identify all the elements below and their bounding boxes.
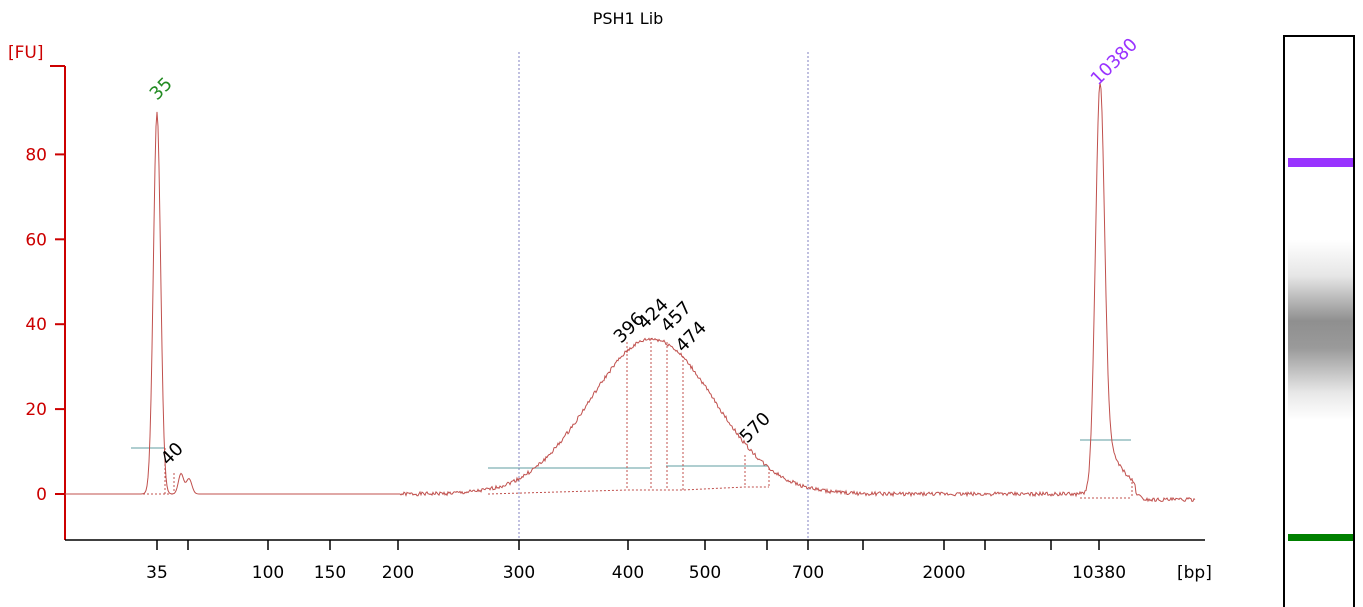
y-tick-label: 80 [25, 145, 47, 165]
y-axis-label: [FU] [8, 43, 44, 63]
peak-label-lower-marker: 35 [146, 73, 177, 104]
peak-labels: 35 40 396 424 457 474 570 10380 [146, 34, 1142, 469]
gel-band-lower-marker [1288, 534, 1353, 541]
peak-label-upper-marker: 10380 [1087, 34, 1142, 89]
x-ticks: 35 100 150 200 300 400 500 700 2000 10380 [146, 540, 1126, 583]
delim-floor [487, 486, 769, 495]
y-tick-label: 60 [25, 230, 47, 250]
y-ticks: 0 20 40 60 80 [25, 145, 65, 505]
y-tick-label: 0 [36, 485, 47, 505]
trace-line [65, 82, 1196, 503]
x-tick-label: 100 [252, 563, 284, 583]
gel-lane [1283, 35, 1355, 607]
x-tick-label: 10380 [1072, 563, 1126, 583]
x-tick-label: 200 [382, 563, 414, 583]
baselines [131, 439, 1131, 469]
x-tick-label: 2000 [922, 563, 965, 583]
chart-title: PSH1 Lib [593, 9, 664, 28]
x-tick-label: 300 [503, 563, 535, 583]
x-tick-label: 150 [314, 563, 346, 583]
x-tick-label: 400 [612, 563, 644, 583]
y-tick-label: 40 [25, 315, 47, 335]
x-axis-label: [bp] [1177, 563, 1212, 583]
gel-band-sample-smear [1288, 240, 1353, 420]
x-tick-label: 700 [792, 563, 824, 583]
y-tick-label: 20 [25, 400, 47, 420]
x-tick-label: 500 [689, 563, 721, 583]
x-tick-label: 35 [146, 563, 168, 583]
gel-band-upper-marker [1288, 158, 1353, 167]
peak-label: 40 [157, 438, 188, 469]
peak-delimiters [131, 338, 1133, 499]
